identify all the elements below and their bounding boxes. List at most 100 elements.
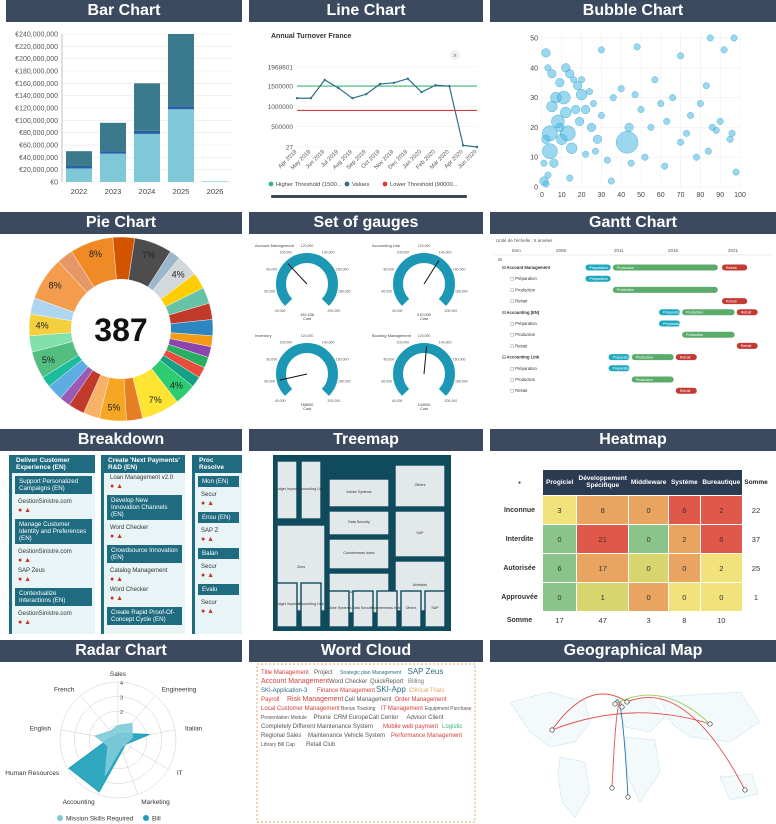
heatmap-cell[interactable]: 21 xyxy=(575,524,630,554)
gauges-chart: Account Management 40,000 60,000 80,000 100,… xyxy=(255,243,468,411)
gantt-year: 2021 xyxy=(728,248,739,253)
heatmap-cell[interactable]: 47 xyxy=(575,611,630,630)
heatmap-cell[interactable]: 0 xyxy=(628,582,669,612)
heatmap-cell[interactable]: 1 xyxy=(741,582,771,612)
word-cloud-word: Phone xyxy=(314,715,332,721)
heatmap-cell[interactable]: 3 xyxy=(542,495,577,525)
breakdown-application[interactable]: SAP Zeus xyxy=(18,568,45,574)
word-cloud-word: Maintenance Vehicle System xyxy=(308,733,385,739)
breakdown-column-header[interactable]: Proc Resolve xyxy=(195,455,242,473)
breakdown-application[interactable]: GestionSinistre.com xyxy=(18,499,72,505)
heatmap-cell[interactable]: 6 xyxy=(667,495,701,525)
x-tick-label: 90 xyxy=(716,192,724,199)
slice-label: 5% xyxy=(107,403,120,413)
heatmap-cell[interactable]: 0 xyxy=(628,495,669,525)
gantt-bar-label: Retrait xyxy=(741,344,752,348)
heatmap-cell[interactable] xyxy=(741,611,771,630)
breakdown-column[interactable]: Proc Resolve Mon (EN) Secur ● ▲ Ensu (EN) SAP… xyxy=(192,455,242,634)
bubble xyxy=(716,118,724,125)
breakdown-column[interactable]: Create 'Next Payments' R&D (EN) Loan Mana… xyxy=(101,455,185,634)
data-point xyxy=(406,77,409,80)
breakdown-application[interactable]: Word Checker xyxy=(110,587,149,593)
heatmap-cell[interactable]: 2 xyxy=(699,553,743,583)
heatmap-cell[interactable]: 8 xyxy=(575,495,630,525)
status-icons: ● ▲ xyxy=(110,483,124,490)
heatmap-cell[interactable]: 0 xyxy=(667,582,701,612)
bubble xyxy=(720,46,728,54)
breakdown-application[interactable]: SAP Z xyxy=(201,528,219,534)
gauge-tick: 60,000 xyxy=(264,380,275,384)
breakdown-column-header[interactable]: Deliver Customer Experience (EN) xyxy=(12,455,95,473)
gauge: Account Management 40,000 60,000 80,000 100,… xyxy=(255,243,351,321)
heatmap-cell[interactable]: 1 xyxy=(575,582,630,612)
heatmap-cell[interactable]: 6 xyxy=(699,524,743,554)
radar-series-area xyxy=(94,722,133,776)
breakdown-application[interactable]: Catalog Management xyxy=(110,568,168,574)
gantt-bar xyxy=(736,309,758,316)
gauge-value: Cost xyxy=(303,407,312,411)
heatmap-cell[interactable]: 0 xyxy=(628,524,669,554)
heatmap-cell[interactable]: 3 xyxy=(628,611,669,630)
status-icons: ● ▲ xyxy=(18,619,32,626)
gantt-bar xyxy=(682,331,735,338)
heatmap-cell[interactable]: 0 xyxy=(628,553,669,583)
heatmap-cell[interactable]: 0 xyxy=(699,582,743,612)
bubble xyxy=(631,91,639,98)
treemap-cell xyxy=(328,478,390,508)
heatmap-cell[interactable]: 17 xyxy=(542,611,577,630)
heatmap-cell[interactable]: 25 xyxy=(741,553,771,583)
breakdown-column[interactable]: Deliver Customer Experience (EN) Support … xyxy=(9,455,95,634)
gantt-bar-label: Préparation xyxy=(613,355,632,359)
treemap-cell xyxy=(328,510,390,536)
heatmap-cell[interactable]: 22 xyxy=(741,495,771,525)
data-point xyxy=(434,84,437,87)
heatmap-panel: Heatmap ▪ Progiciel Développement Spécifiq… xyxy=(490,429,776,634)
breakdown-application[interactable]: Secur xyxy=(201,564,217,570)
breakdown-subcapability[interactable]: Mon (EN) xyxy=(198,476,239,487)
breakdown-subcapability[interactable]: Create Rapid Proof-Of-Concept Cycle (EN) xyxy=(107,607,182,625)
breakdown-application[interactable]: GestionSinistre.com xyxy=(18,549,72,555)
breakdown-application[interactable]: Word Checker xyxy=(110,525,149,531)
heatmap-cell[interactable]: 0 xyxy=(542,524,577,554)
breakdown-subcapability[interactable]: Ensu (EN) xyxy=(198,512,239,523)
breakdown-subcapability[interactable]: Support Personalized Campaigns (EN) xyxy=(15,476,92,494)
treemap-cell-label: Data Security xyxy=(348,520,370,524)
gantt-year: Item xyxy=(512,248,521,253)
heatmap-cell[interactable]: 17 xyxy=(575,553,630,583)
y-tick-label: €120,000,000 xyxy=(15,106,58,113)
heatmap-cell[interactable]: 0 xyxy=(667,553,701,583)
x-tick-label: 10 xyxy=(558,192,566,199)
y-tick-label: 0 xyxy=(534,185,538,192)
treemap-cell-label: SAP xyxy=(416,531,424,535)
breakdown-subcapability[interactable]: Balan xyxy=(198,548,239,559)
gantt-bar xyxy=(722,298,748,305)
gauge-tick: 100,000 xyxy=(397,341,410,345)
heatmap-cell[interactable]: 2 xyxy=(699,495,743,525)
breakdown-application[interactable]: Secur xyxy=(201,600,217,606)
treemap-cell-label: Budget Improve xyxy=(274,602,299,606)
pie-chart-title: Pie Chart xyxy=(0,212,242,234)
breakdown-subcapability[interactable]: Develop New Innovation Channels (EN) xyxy=(107,495,182,520)
heatmap-cell[interactable]: 2 xyxy=(667,524,701,554)
bubble xyxy=(706,34,714,42)
data-point xyxy=(475,145,479,149)
heatmap-cell[interactable]: 8 xyxy=(667,611,701,630)
breakdown-column-header[interactable]: Create 'Next Payments' R&D (EN) xyxy=(104,455,185,473)
bubble xyxy=(539,176,549,186)
heatmap-cell[interactable]: 0 xyxy=(542,582,577,612)
heatmap-cell[interactable]: 10 xyxy=(699,611,743,630)
heatmap-cell[interactable]: 6 xyxy=(542,553,577,583)
breakdown-subcapability[interactable]: Evalu xyxy=(198,584,239,595)
treemap-cell-label: Zeus xyxy=(297,565,305,569)
breakdown-application[interactable]: GestionSinistre.com xyxy=(18,611,72,617)
heatmap-cell[interactable]: 37 xyxy=(741,524,771,554)
breakdown-application[interactable]: Loan Management v2.0 xyxy=(110,475,174,481)
breakdown-subcapability[interactable]: Manage Customer Identity and Preferences… xyxy=(15,519,92,544)
line-chart-title: Line Chart xyxy=(249,0,483,22)
map-location-marker xyxy=(609,785,615,791)
breakdown-application[interactable]: Secur xyxy=(201,492,217,498)
bubble xyxy=(582,150,589,158)
gantt-bar xyxy=(585,264,611,271)
breakdown-subcapability[interactable]: Crowdsource Innovation (EN) xyxy=(107,545,182,563)
breakdown-subcapability[interactable]: Contextualize Interactions (EN) xyxy=(15,588,92,606)
